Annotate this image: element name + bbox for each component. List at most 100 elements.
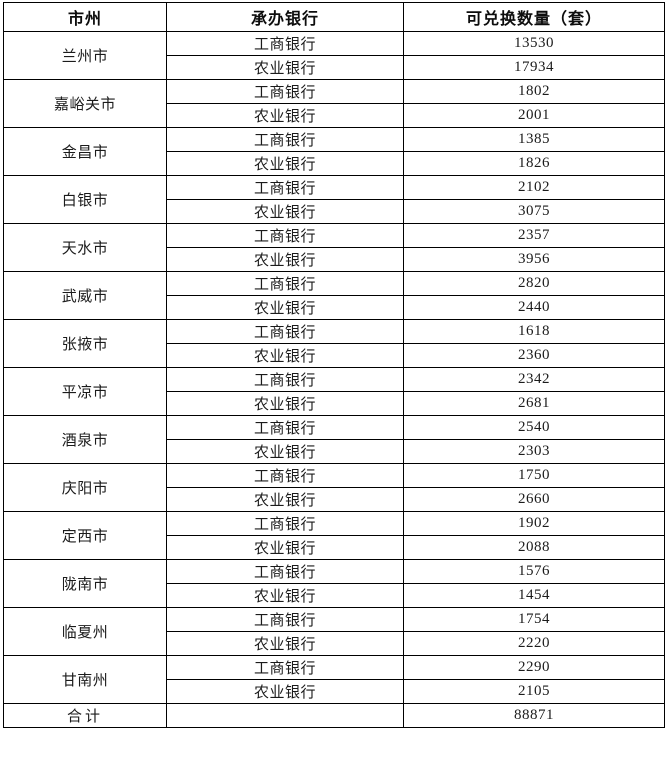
quantity-cell: 2660: [403, 487, 665, 512]
quantity-cell: 1826: [403, 151, 665, 176]
quantity-cell: 2290: [403, 655, 665, 680]
table-row: 农业银行 17934: [4, 55, 665, 80]
city-cell: 金昌市: [3, 127, 167, 176]
city-cell: 庆阳市: [3, 463, 167, 512]
table-row: 农业银行 1454: [4, 583, 665, 608]
quantity-cell: 2681: [403, 391, 665, 416]
table-row: 农业银行 2088: [4, 535, 665, 560]
exchange-quantity-table: 市州 承办银行 可兑换数量（套） 兰州市 工商银行 13530 农业银行 17934 嘉峪…: [3, 2, 665, 728]
total-quantity-cell: 88871: [403, 703, 665, 728]
bank-cell: 工商银行: [166, 79, 404, 104]
city-cell: 甘南州: [3, 655, 167, 704]
quantity-cell: 1618: [403, 319, 665, 344]
quantity-cell: 3956: [403, 247, 665, 272]
bank-cell: 农业银行: [166, 199, 404, 224]
table-body: 兰州市 工商银行 13530 农业银行 17934 嘉峪关市 工商银行 1802 农业银行 200…: [3, 31, 665, 728]
city-cell: 武威市: [3, 271, 167, 320]
quantity-cell: 2105: [403, 679, 665, 704]
quantity-cell: 2102: [403, 175, 665, 200]
bank-cell: 工商银行: [166, 463, 404, 488]
quantity-cell: 2220: [403, 631, 665, 656]
city-cell: 临夏州: [3, 607, 167, 656]
bank-cell: 工商银行: [166, 511, 404, 536]
bank-cell: 工商银行: [166, 127, 404, 152]
quantity-cell: 13530: [403, 31, 665, 56]
city-cell: 白银市: [3, 175, 167, 224]
bank-cell: 工商银行: [166, 559, 404, 584]
quantity-cell: 1576: [403, 559, 665, 584]
quantity-cell: 2820: [403, 271, 665, 296]
column-header-bank: 承办银行: [166, 2, 404, 32]
quantity-cell: 2088: [403, 535, 665, 560]
table-row: 兰州市 工商银行 13530: [3, 31, 665, 80]
bank-cell: 农业银行: [166, 391, 404, 416]
bank-cell: 农业银行: [166, 439, 404, 464]
bank-cell: 农业银行: [166, 247, 404, 272]
quantity-cell: 2001: [403, 103, 665, 128]
total-bank-cell: [166, 703, 404, 728]
quantity-cell: 2342: [403, 367, 665, 392]
table-row: 临夏州 工商银行 1754: [3, 607, 665, 656]
column-header-quantity: 可兑换数量（套）: [403, 2, 665, 32]
table-row: 定西市 工商银行 1902: [3, 511, 665, 560]
quantity-cell: 1902: [403, 511, 665, 536]
city-cell: 天水市: [3, 223, 167, 272]
table-row: 农业银行 1826: [4, 151, 665, 176]
bank-cell: 工商银行: [166, 415, 404, 440]
quantity-cell: 2360: [403, 343, 665, 368]
table-row: 平凉市 工商银行 2342: [3, 367, 665, 416]
quantity-cell: 17934: [403, 55, 665, 80]
quantity-cell: 1385: [403, 127, 665, 152]
bank-cell: 农业银行: [166, 535, 404, 560]
bank-cell: 农业银行: [166, 343, 404, 368]
table-row: 金昌市 工商银行 1385: [3, 127, 665, 176]
table-row: 农业银行 2440: [4, 295, 665, 320]
city-cell: 平凉市: [3, 367, 167, 416]
city-cell: 嘉峪关市: [3, 79, 167, 128]
table-header-row: 市州 承办银行 可兑换数量（套）: [3, 2, 665, 32]
table-row: 酒泉市 工商银行 2540: [3, 415, 665, 464]
bank-cell: 农业银行: [166, 583, 404, 608]
table-row: 甘南州 工商银行 2290: [3, 655, 665, 704]
total-label-cell: 合计: [3, 703, 167, 728]
bank-cell: 工商银行: [166, 271, 404, 296]
quantity-cell: 1750: [403, 463, 665, 488]
city-cell: 陇南市: [3, 559, 167, 608]
table-row: 天水市 工商银行 2357: [3, 223, 665, 272]
table-row: 农业银行 3075: [4, 199, 665, 224]
table-row: 庆阳市 工商银行 1750: [3, 463, 665, 512]
bank-cell: 工商银行: [166, 319, 404, 344]
bank-cell: 农业银行: [166, 295, 404, 320]
quantity-cell: 1754: [403, 607, 665, 632]
bank-cell: 农业银行: [166, 55, 404, 80]
quantity-cell: 3075: [403, 199, 665, 224]
table-row: 农业银行 2681: [4, 391, 665, 416]
bank-cell: 工商银行: [166, 655, 404, 680]
quantity-cell: 2357: [403, 223, 665, 248]
bank-cell: 农业银行: [166, 103, 404, 128]
table-row: 农业银行 2220: [4, 631, 665, 656]
quantity-cell: 2440: [403, 295, 665, 320]
bank-cell: 农业银行: [166, 151, 404, 176]
bank-cell: 工商银行: [166, 175, 404, 200]
city-cell: 定西市: [3, 511, 167, 560]
table-row: 白银市 工商银行 2102: [3, 175, 665, 224]
table-row: 农业银行 2660: [4, 487, 665, 512]
bank-cell: 农业银行: [166, 679, 404, 704]
table-row: 陇南市 工商银行 1576: [3, 559, 665, 608]
column-header-city: 市州: [3, 2, 167, 32]
table-row: 张掖市 工商银行 1618: [3, 319, 665, 368]
quantity-cell: 1802: [403, 79, 665, 104]
total-row: 合计 88871: [3, 703, 665, 728]
city-cell: 兰州市: [3, 31, 167, 80]
bank-cell: 工商银行: [166, 367, 404, 392]
quantity-cell: 2540: [403, 415, 665, 440]
bank-cell: 工商银行: [166, 31, 404, 56]
table-header: 市州 承办银行 可兑换数量（套）: [3, 2, 665, 32]
table-row: 农业银行 2360: [4, 343, 665, 368]
table-row: 农业银行 3956: [4, 247, 665, 272]
city-cell: 张掖市: [3, 319, 167, 368]
table-row: 武威市 工商银行 2820: [3, 271, 665, 320]
table-row: 嘉峪关市 工商银行 1802: [3, 79, 665, 128]
